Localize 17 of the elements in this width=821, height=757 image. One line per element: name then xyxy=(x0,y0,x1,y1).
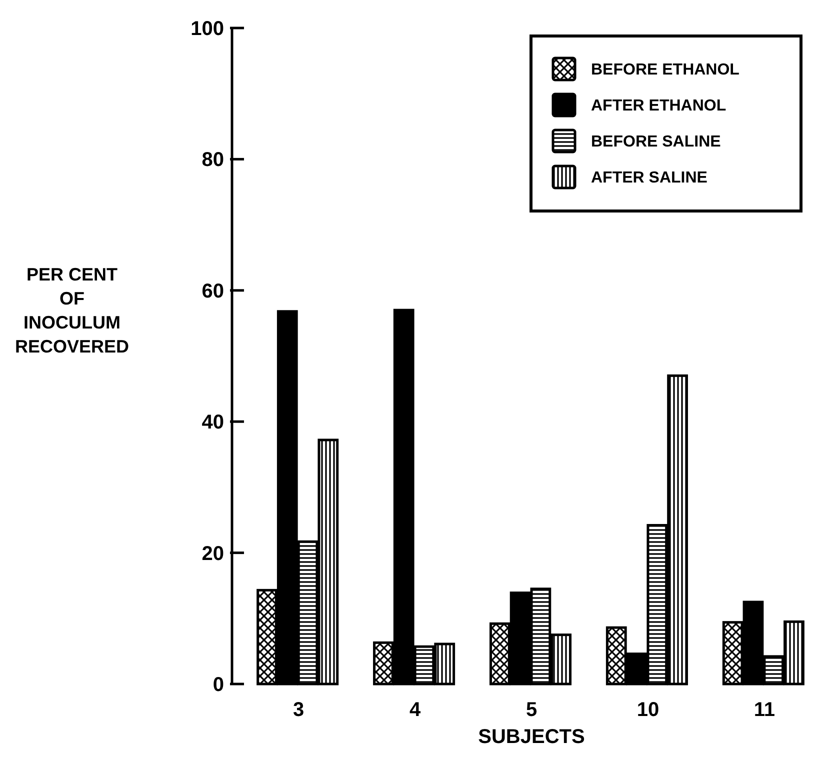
y-tick-label: 100 xyxy=(190,18,224,40)
y-axis-title: PER CENT OF INOCULUM RECOVERED xyxy=(14,264,130,356)
legend-label: AFTER ETHANOL xyxy=(591,98,726,115)
y-tick-label: 80 xyxy=(202,149,224,172)
y-tick-label: 0 xyxy=(212,674,224,696)
x-axis-title: SUBJECTS xyxy=(478,726,585,748)
legend-label: AFTER SALINE xyxy=(591,170,708,187)
x-tick-label: 3 xyxy=(293,699,304,721)
y-tick-label: 20 xyxy=(202,542,224,565)
legend-label: BEFORE ETHANOL xyxy=(591,62,740,79)
x-tick-label: 5 xyxy=(526,699,538,721)
x-tick-label: 11 xyxy=(754,699,775,721)
x-tick-label: 10 xyxy=(636,699,660,721)
legend-label: BEFORE SALINE xyxy=(591,134,722,151)
y-tick-label: 40 xyxy=(202,412,224,434)
x-tick-label: 4 xyxy=(409,699,422,721)
y-tick-label: 60 xyxy=(202,280,224,302)
